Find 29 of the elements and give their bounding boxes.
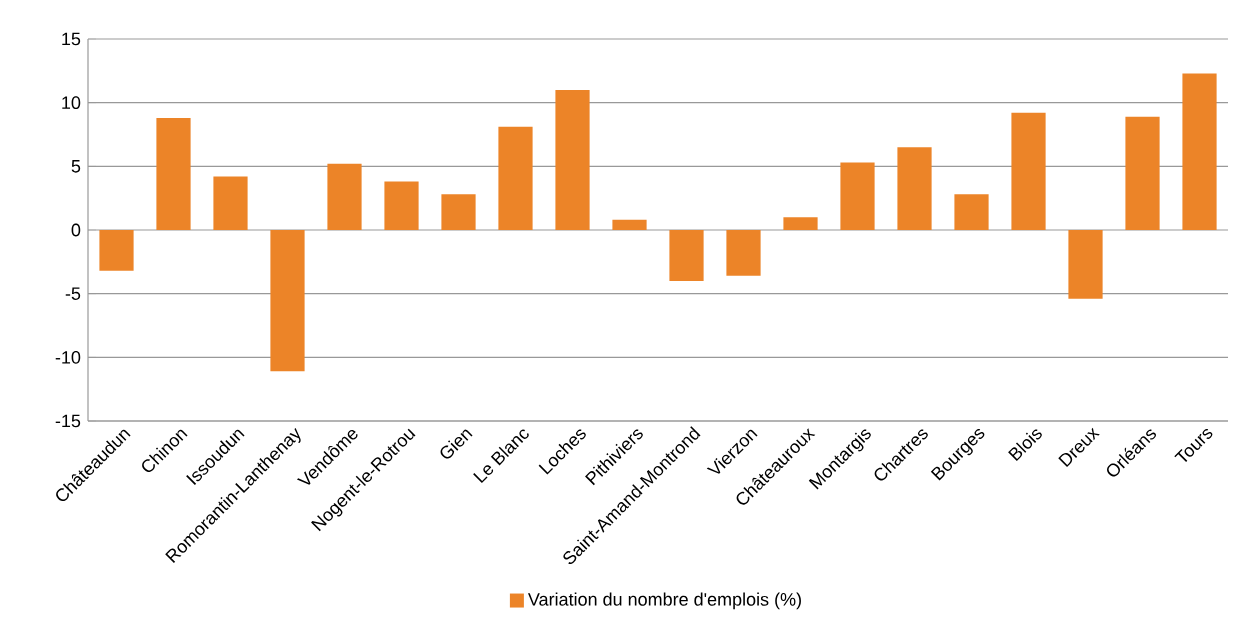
- x-tick-label: Gien: [440, 429, 473, 459]
- bar: [840, 162, 875, 230]
- y-tick-label: 5: [71, 160, 81, 173]
- y-tick-label: -15: [55, 414, 81, 428]
- bar: [726, 230, 761, 276]
- bar: [384, 181, 419, 230]
- bar: [555, 89, 590, 230]
- bar: [669, 230, 704, 281]
- bar: [897, 147, 932, 230]
- bar: [1011, 112, 1046, 230]
- bar: [498, 126, 533, 230]
- bar: [1125, 116, 1160, 230]
- y-tick-label: 0: [71, 223, 81, 237]
- y-tick-label: -5: [65, 287, 81, 300]
- bar: [327, 163, 362, 230]
- y-tick-label: 10: [62, 96, 81, 110]
- bar: [1068, 230, 1103, 299]
- bar: [99, 230, 134, 271]
- y-tick-label: 15: [62, 32, 81, 46]
- bar: [156, 117, 191, 230]
- bar: [441, 194, 476, 230]
- bar: [612, 219, 647, 230]
- bar: [1182, 73, 1217, 230]
- bar: [783, 217, 818, 230]
- bar: [213, 176, 248, 230]
- bar: [954, 194, 989, 230]
- y-tick-label: -10: [55, 350, 81, 364]
- bar: [270, 230, 305, 372]
- legend-label: Variation du nombre d'emplois (%): [527, 592, 801, 610]
